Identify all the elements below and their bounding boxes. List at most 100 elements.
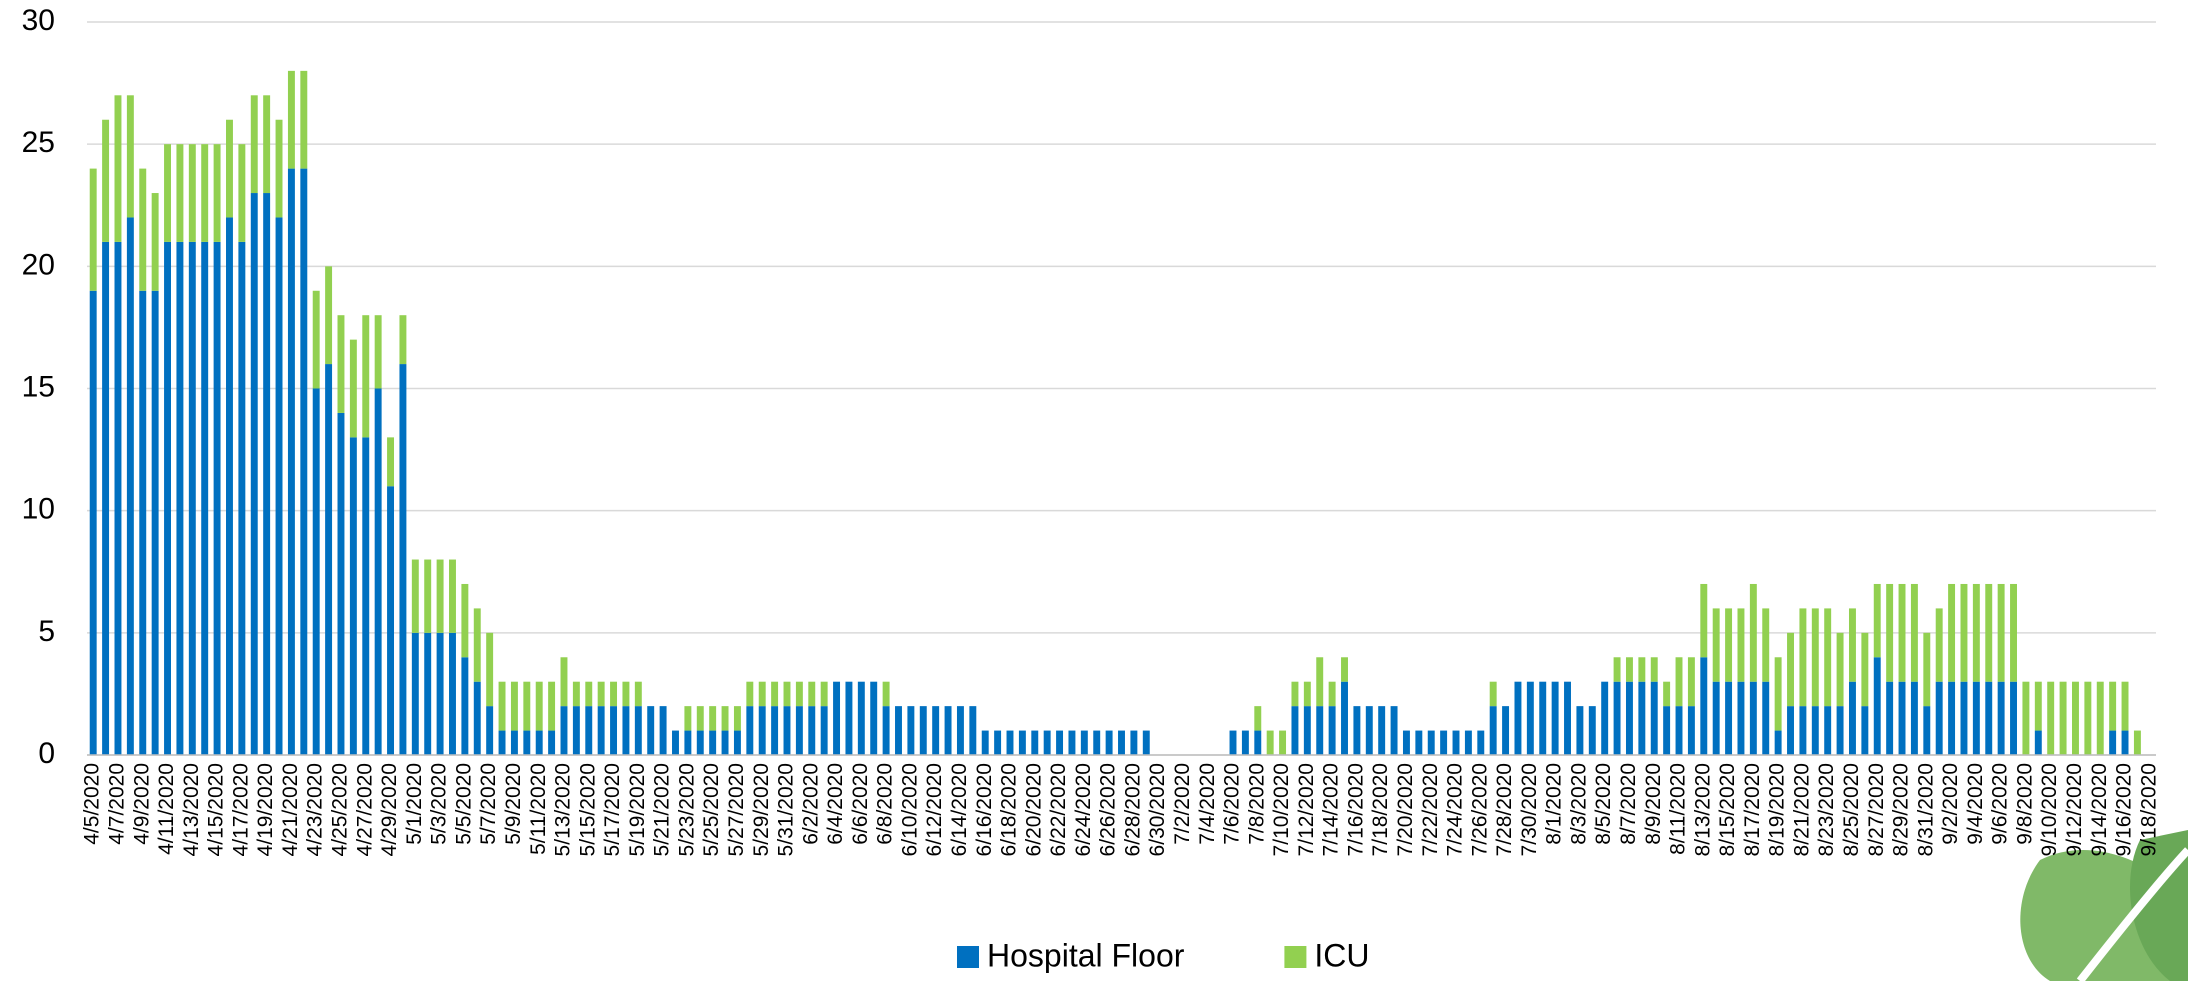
bar-segment [201,144,209,242]
bar-segment [1774,730,1782,755]
bar-segment [1910,583,1918,682]
bar-segment [1762,608,1770,682]
bar-segment [1613,657,1621,682]
bar-segment [795,706,803,755]
bar-segment [1328,681,1336,707]
bar-segment [1080,730,1088,755]
bar-segment [399,315,407,365]
x-tick-label: 8/7/2020 [1617,763,1640,845]
x-tick-label: 9/8/2020 [2013,763,2036,845]
bar-segment [746,706,754,755]
bar-segment [1650,657,1658,682]
x-tick-label: 7/14/2020 [1320,763,1343,856]
bar-segment [696,730,704,755]
bar-segment [1402,730,1410,755]
x-tick-label: 6/14/2020 [948,763,971,856]
bar-segment [1972,681,1980,755]
bar-segment [783,681,791,707]
bar-segment [1663,681,1671,707]
bar-segment [213,144,221,242]
x-tick-label: 8/11/2020 [1667,763,1690,855]
bar-segment [486,706,494,755]
bar-segment [287,70,295,169]
bar-segment [634,681,642,707]
bar-segment [510,681,518,731]
bar-segment [1502,706,1510,755]
x-tick-label: 6/4/2020 [824,763,847,845]
bar-segment [944,706,952,755]
x-tick-label: 5/25/2020 [700,763,723,856]
x-tick-label: 9/18/2020 [2137,763,2160,856]
x-tick-label: 7/8/2020 [1245,763,1268,845]
x-tick-label: 6/28/2020 [1121,763,1144,856]
bar-segment [2010,681,2017,755]
bar-segment [1675,657,1683,707]
bar-segment [2022,681,2030,755]
bar-segment [1985,583,1993,682]
bar-segment [808,706,816,755]
bar-segment [1328,706,1336,755]
bar-segment [1836,706,1844,755]
x-tick-label: 4/15/2020 [205,763,228,856]
bar-segment [1093,730,1101,755]
bar-segment [634,706,642,755]
bar-segment [1105,730,1113,755]
logo [2020,830,2188,981]
bar-segment [176,144,184,242]
bar-segment [1675,706,1683,755]
bar-segment [1935,681,1943,755]
bar-segment [362,437,370,755]
bar-segment [895,706,902,755]
bar-segment [1068,730,1076,755]
x-tick-label: 5/1/2020 [403,763,426,845]
bar-segment [362,315,370,438]
bar-segment [275,217,283,755]
x-tick-label: 4/5/2020 [81,763,104,845]
bar-segment [312,290,320,389]
bar-segment [1365,706,1373,755]
bar-segment [696,706,704,731]
bar-segment [1774,657,1782,731]
bar-segment [1749,583,1757,682]
bar-segment [325,266,333,365]
bar-segment [535,681,543,731]
bar-segment [659,706,667,755]
x-tick-label: 8/3/2020 [1567,763,1590,845]
x-tick-label: 5/27/2020 [725,763,748,856]
bar-segment [1725,608,1733,682]
bar-segment [1464,730,1472,755]
x-tick-label: 5/19/2020 [626,763,649,856]
x-tick-label: 5/31/2020 [775,763,798,856]
x-tick-label: 5/15/2020 [576,763,599,856]
bar-segment [1613,681,1621,755]
bar-segment [1229,730,1237,755]
bar-segment [349,437,357,755]
bar-segment [139,290,147,755]
bar-segment [1687,706,1695,755]
bar-segment [226,119,233,218]
x-tick-label: 6/12/2020 [923,763,946,856]
bar-segment [226,217,233,755]
y-tick-label: 30 [22,4,55,37]
bar-segment [795,681,803,707]
bar-segment [771,681,779,707]
y-tick-label: 10 [22,493,55,526]
bar-segment [1303,681,1311,707]
bar-segment [1712,681,1720,755]
x-tick-label: 5/13/2020 [552,763,575,856]
bar-segment [882,681,890,707]
y-tick-label: 0 [38,737,55,770]
bar-segment [473,608,481,682]
bar-segment [1861,706,1869,755]
bar-segment [585,681,593,707]
bar-segment [449,632,456,755]
bar-segment [1886,681,1894,755]
bar-segment [1514,681,1522,755]
bar-segment [1353,706,1361,755]
x-tick-label: 7/20/2020 [1394,763,1417,856]
bar-segment [783,706,791,755]
bar-segment [672,730,679,755]
bar-segment [473,681,481,755]
bar-segment [1130,730,1138,755]
